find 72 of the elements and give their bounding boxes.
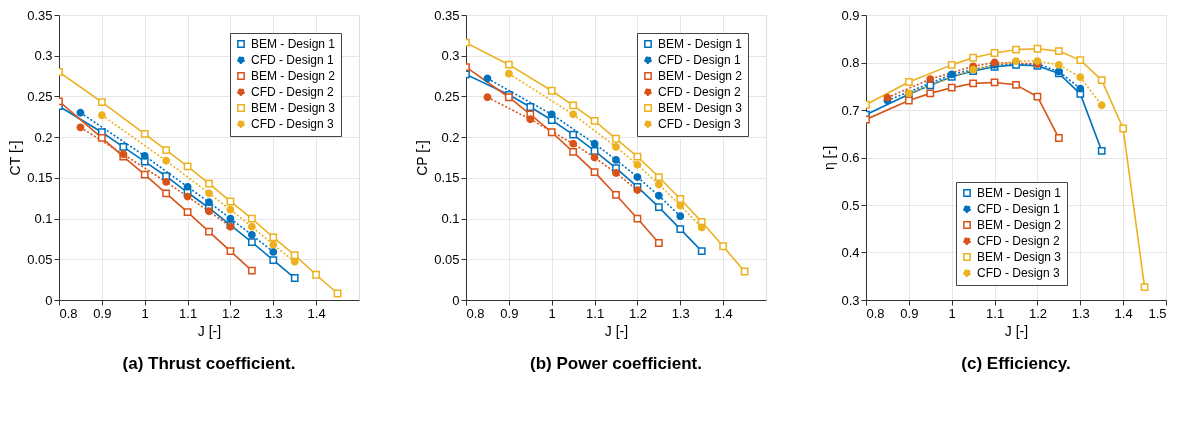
x-tick-label: 1.1 bbox=[179, 305, 198, 321]
legend-label: BEM - Design 2 bbox=[658, 69, 743, 83]
x-tick-label: 1.1 bbox=[586, 305, 605, 321]
x-tick-label: 1 bbox=[948, 305, 956, 321]
y-axis-title: η [-] bbox=[821, 145, 838, 171]
y-tick-label: 0.25 bbox=[27, 88, 53, 104]
legend-label: BEM - Design 2 bbox=[977, 218, 1062, 232]
y-axis-title: CP [-] bbox=[414, 140, 431, 176]
text: (c) Efficiency. bbox=[961, 354, 1071, 373]
x-axis-title: J [-] bbox=[604, 322, 629, 339]
x-tick-label: 1 bbox=[141, 305, 149, 321]
x-tick-label: 0.8 bbox=[866, 305, 885, 321]
x-tick-label: 1.5 bbox=[1148, 305, 1167, 321]
legend-label: CFD - Design 3 bbox=[251, 117, 335, 131]
y-tick-label: 0.25 bbox=[434, 88, 460, 104]
x-tick-label: 1.2 bbox=[221, 305, 240, 321]
y-tick-label: 0.7 bbox=[841, 102, 860, 118]
y-tick-label: 0.35 bbox=[27, 7, 53, 23]
legend-label: BEM - Design 3 bbox=[251, 101, 336, 115]
text: (a) Thrust coefficient. bbox=[122, 354, 296, 373]
legend-label: CFD - Design 3 bbox=[658, 117, 742, 131]
legend-label: BEM - Design 1 bbox=[658, 37, 743, 51]
x-tick-label: 0.8 bbox=[59, 305, 78, 321]
x-tick-label: 1.2 bbox=[628, 305, 647, 321]
x-axis-title: J [-] bbox=[1004, 322, 1029, 339]
y-tick-label: 0.15 bbox=[434, 170, 460, 186]
x-tick-label: 1.1 bbox=[986, 305, 1005, 321]
y-tick-label: 0.5 bbox=[841, 197, 860, 213]
x-tick-label: 0.9 bbox=[500, 305, 519, 321]
x-tick-label: 0.8 bbox=[466, 305, 485, 321]
y-tick-label: 0.2 bbox=[34, 129, 53, 145]
y-tick-label: 0.1 bbox=[441, 211, 460, 227]
x-tick-label: 1.4 bbox=[1114, 305, 1133, 321]
y-tick-label: 0.1 bbox=[34, 211, 53, 227]
y-axis-title: CT [-] bbox=[7, 140, 24, 176]
y-tick-label: 0.15 bbox=[27, 170, 53, 186]
x-tick-label: 0.9 bbox=[93, 305, 112, 321]
y-tick-label: 0.3 bbox=[441, 48, 460, 64]
y-tick-label: 0.3 bbox=[841, 292, 860, 308]
legend-label: CFD - Design 1 bbox=[658, 53, 742, 67]
legend-label: CFD - Design 3 bbox=[977, 266, 1061, 280]
y-tick-label: 0.6 bbox=[841, 150, 860, 165]
x-tick-label: 1.3 bbox=[264, 305, 283, 321]
x-tick-label: 1.3 bbox=[671, 305, 690, 321]
y-tick-label: 0.9 bbox=[841, 7, 860, 23]
legend-label: BEM - Design 2 bbox=[251, 69, 336, 83]
x-tick-label: 1.4 bbox=[307, 305, 326, 321]
x-tick-label: 1 bbox=[548, 305, 556, 321]
y-tick-label: 0.35 bbox=[434, 7, 460, 23]
y-tick-label: 0 bbox=[452, 292, 460, 308]
x-tick-label: 1.2 bbox=[1028, 305, 1047, 321]
x-axis-title: J [-] bbox=[197, 322, 222, 339]
y-tick-label: 0.05 bbox=[434, 251, 460, 267]
x-tick-label: 0.9 bbox=[900, 305, 919, 321]
y-tick-label: 0.2 bbox=[441, 129, 460, 145]
x-tick-label: 1.3 bbox=[1071, 305, 1090, 321]
legend-label: BEM - Design 1 bbox=[251, 37, 336, 51]
text: (b) Power coefficient. bbox=[530, 354, 702, 373]
legend-label: BEM - Design 1 bbox=[977, 186, 1062, 200]
y-tick-label: 0.3 bbox=[34, 48, 53, 64]
y-tick-label: 0.8 bbox=[841, 55, 860, 70]
y-tick-label: 0.05 bbox=[27, 251, 53, 267]
legend-label: CFD - Design 1 bbox=[977, 202, 1061, 216]
x-tick-label: 1.4 bbox=[714, 305, 733, 321]
y-tick-label: 0.4 bbox=[841, 245, 860, 260]
legend-label: CFD - Design 1 bbox=[251, 53, 335, 67]
legend-label: CFD - Design 2 bbox=[251, 85, 335, 99]
legend-label: CFD - Design 2 bbox=[658, 85, 742, 99]
y-tick-label: 0 bbox=[45, 292, 53, 308]
legend-label: CFD - Design 2 bbox=[977, 234, 1061, 248]
legend-label: BEM - Design 3 bbox=[977, 250, 1062, 264]
legend-label: BEM - Design 3 bbox=[658, 101, 743, 115]
